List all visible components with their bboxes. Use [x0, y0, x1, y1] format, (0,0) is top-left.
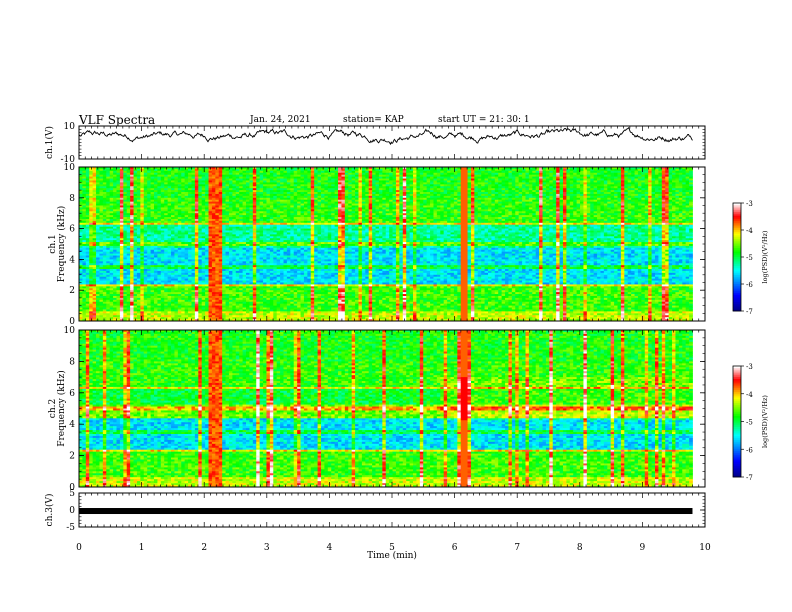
ch2spec-colorbar-tick: -3 [746, 363, 753, 371]
ch1spec-colorbar-label: log(PSD)(V²/Hz) [761, 230, 769, 283]
ch2spec-colorbar-tick: -6 [746, 446, 753, 454]
ch1v-ytick-label: 10 [64, 122, 76, 132]
xtick-label: 2 [201, 543, 207, 553]
xtick-label: 4 [327, 543, 333, 553]
ch2spec-colorbar-tick: -5 [746, 419, 753, 427]
xtick-label: 7 [514, 543, 520, 553]
ch1spec-colorbar-tick: -6 [746, 281, 753, 289]
ch1spec-ytick-label: 10 [64, 163, 76, 173]
ch1spec-colorbar [733, 203, 741, 311]
xtick-label: 1 [139, 543, 145, 553]
ch3v-ytick-label: 0 [69, 506, 75, 516]
ch1spec-ylabel: Frequency (kHz) [56, 206, 67, 283]
ch2spec-colorbar [733, 366, 741, 477]
ch2spec-colorbar-tick: -7 [746, 474, 753, 482]
ch2spec-ylabel: Frequency (kHz) [56, 370, 67, 447]
ch1spec-colorbar-tick: -3 [746, 200, 753, 208]
xtick-label: 9 [640, 543, 646, 553]
ch1-voltage-line [79, 128, 692, 144]
ch3-voltage-line [79, 508, 692, 514]
ch1spec-ytick-label: 4 [69, 255, 75, 265]
ch3v-ytick-label: 5 [69, 489, 75, 499]
ch2spec-colorbar-tick: -4 [746, 391, 753, 399]
xtick-label: 6 [452, 543, 458, 553]
ch1spec-ytick-label: 2 [69, 286, 75, 296]
ch1spec-colorbar-tick: -7 [746, 308, 753, 316]
ch2spec-ytick-label: 6 [69, 389, 75, 399]
xtick-label: 10 [699, 543, 711, 553]
ch1spec-heatmap [79, 167, 693, 321]
ch1spec-ytick-label: 6 [69, 225, 75, 235]
xtick-label: 3 [264, 543, 270, 553]
ch2spec-ytick-label: 2 [69, 452, 75, 462]
ch2spec-ytick-label: 10 [64, 326, 76, 336]
xtick-label: 0 [76, 543, 82, 553]
ch1v-ylabel: ch.1(V) [44, 126, 55, 159]
ch2spec-colorbar-label: log(PSD)(V²/Hz) [761, 395, 769, 448]
ch1spec-colorbar-tick: -5 [746, 254, 753, 262]
xtick-label: 8 [577, 543, 583, 553]
x-axis-label: Time (min) [367, 550, 417, 561]
ch2spec-ytick-label: 4 [69, 420, 75, 430]
ch1spec-colorbar-tick: -4 [746, 227, 753, 235]
ch1spec-ytick-label: 8 [69, 194, 75, 204]
ch2spec-ytick-label: 8 [69, 357, 75, 367]
ch2spec-heatmap [79, 330, 693, 487]
ch3v-ytick-label: -5 [66, 523, 75, 533]
ch3v-ylabel: ch.3(V) [44, 494, 55, 527]
